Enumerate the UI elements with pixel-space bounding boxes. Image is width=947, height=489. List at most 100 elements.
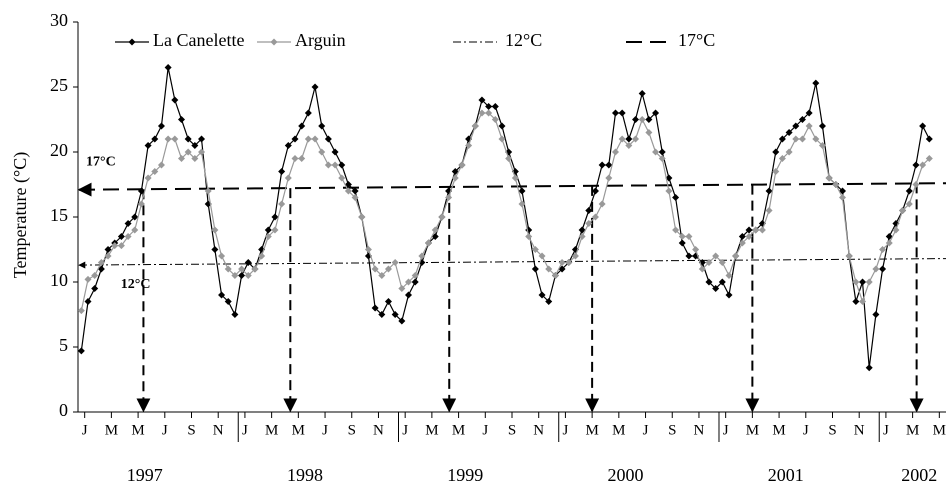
- data-point: [445, 194, 453, 201]
- x-tick-label: J: [803, 422, 809, 438]
- data-point: [551, 272, 559, 279]
- data-point: [458, 161, 466, 169]
- data-point: [264, 226, 272, 234]
- data-point: [151, 135, 159, 143]
- data-point: [652, 109, 660, 117]
- x-tick-label: N: [373, 422, 384, 438]
- y-tick-label: 15: [50, 205, 68, 225]
- data-point: [218, 252, 226, 260]
- data-point: [605, 161, 613, 169]
- data-point: [298, 122, 306, 130]
- data-point: [184, 148, 192, 156]
- data-point: [571, 252, 579, 260]
- year-label: 1997: [127, 465, 163, 485]
- data-point: [318, 122, 326, 130]
- data-point: [718, 278, 726, 286]
- data-point: [511, 168, 519, 175]
- data-point: [785, 129, 793, 136]
- y-tick-label: 10: [50, 270, 68, 290]
- x-tick-label: J: [562, 422, 568, 438]
- data-point: [478, 96, 486, 104]
- data-point: [204, 187, 212, 195]
- data-point: [598, 161, 606, 169]
- data-point: [545, 298, 553, 305]
- data-point: [331, 161, 339, 169]
- reference-line: [77, 182, 947, 197]
- data-point: [665, 187, 673, 195]
- data-point: [585, 220, 593, 227]
- data-point: [632, 116, 640, 123]
- x-tick-label: S: [348, 422, 356, 438]
- data-point: [344, 181, 352, 188]
- data-point: [879, 246, 887, 253]
- data-point: [97, 259, 105, 266]
- x-tick-label: J: [242, 422, 248, 438]
- data-point: [912, 181, 920, 188]
- data-point: [798, 116, 806, 123]
- legend-marker: [270, 38, 278, 46]
- x-tick-label: M: [612, 422, 625, 438]
- x-tick-label: M: [746, 422, 759, 438]
- data-point: [652, 148, 660, 156]
- legend-label: 12°C: [505, 30, 542, 50]
- data-point: [565, 259, 573, 266]
- data-point: [611, 109, 619, 117]
- data-point: [184, 135, 192, 143]
- data-point: [598, 200, 606, 208]
- data-point: [919, 122, 927, 130]
- data-point: [284, 174, 292, 182]
- data-point: [378, 311, 386, 318]
- data-point: [431, 233, 439, 240]
- data-point: [812, 135, 820, 143]
- series-line: [80, 67, 930, 368]
- data-point: [765, 207, 773, 214]
- data-point: [618, 109, 626, 117]
- x-tick-label: N: [533, 422, 544, 438]
- data-point: [198, 148, 206, 156]
- data-point: [171, 135, 179, 143]
- data-point: [705, 278, 713, 286]
- year-label: 1999: [447, 465, 483, 485]
- data-point: [511, 174, 519, 182]
- data-point: [97, 265, 105, 273]
- data-point: [772, 168, 780, 175]
- data-point: [298, 155, 306, 162]
- data-point: [919, 161, 927, 169]
- data-point: [859, 278, 867, 286]
- data-point: [224, 265, 232, 273]
- data-point: [558, 265, 566, 273]
- data-point: [558, 259, 566, 266]
- data-point: [177, 155, 185, 162]
- data-point: [211, 226, 219, 234]
- data-point: [191, 142, 199, 149]
- data-point: [311, 83, 319, 91]
- legend-label: 17°C: [678, 30, 715, 50]
- annotation: 17°C: [86, 155, 116, 170]
- data-point: [625, 135, 633, 143]
- data-point: [278, 200, 286, 208]
- x-tick-label: M: [425, 422, 438, 438]
- data-point: [745, 233, 753, 240]
- data-point: [605, 174, 613, 182]
- data-point: [84, 275, 92, 283]
- data-point: [899, 207, 907, 214]
- data-point: [304, 109, 312, 117]
- data-point: [104, 246, 112, 253]
- x-tick-label: M: [772, 422, 785, 438]
- data-point: [137, 187, 145, 195]
- data-point: [398, 317, 406, 325]
- data-point: [411, 278, 419, 286]
- data-point: [364, 246, 372, 253]
- x-tick-label: J: [402, 422, 408, 438]
- data-point: [531, 265, 539, 273]
- x-tick-label: N: [854, 422, 865, 438]
- x-tick-label: M: [105, 422, 118, 438]
- data-point: [805, 122, 813, 130]
- data-point: [451, 174, 459, 182]
- data-point: [591, 187, 599, 195]
- data-point: [745, 226, 753, 234]
- data-point: [238, 265, 246, 273]
- x-tick-label: M: [933, 422, 946, 438]
- data-point: [398, 285, 406, 292]
- data-point: [177, 116, 185, 123]
